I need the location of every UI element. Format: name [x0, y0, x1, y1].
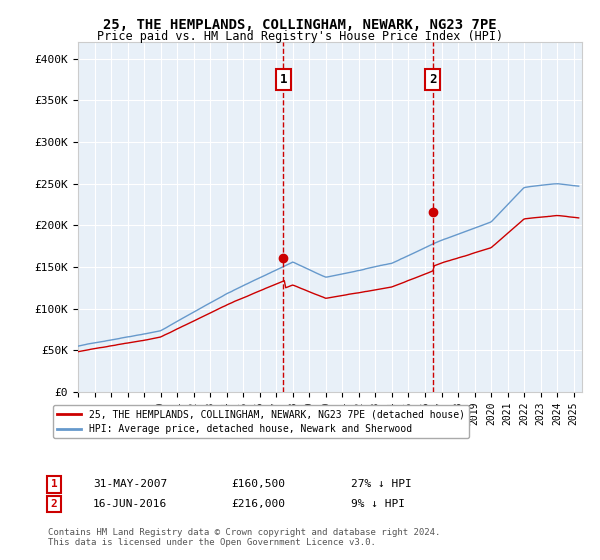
Text: £160,500: £160,500	[231, 479, 285, 489]
Text: 31-MAY-2007: 31-MAY-2007	[93, 479, 167, 489]
Text: 2: 2	[50, 499, 58, 509]
Text: 25, THE HEMPLANDS, COLLINGHAM, NEWARK, NG23 7PE: 25, THE HEMPLANDS, COLLINGHAM, NEWARK, N…	[103, 18, 497, 32]
Text: 27% ↓ HPI: 27% ↓ HPI	[351, 479, 412, 489]
Legend: 25, THE HEMPLANDS, COLLINGHAM, NEWARK, NG23 7PE (detached house), HPI: Average p: 25, THE HEMPLANDS, COLLINGHAM, NEWARK, N…	[53, 405, 469, 438]
Text: Price paid vs. HM Land Registry's House Price Index (HPI): Price paid vs. HM Land Registry's House …	[97, 30, 503, 43]
Text: 9% ↓ HPI: 9% ↓ HPI	[351, 499, 405, 509]
Text: 16-JUN-2016: 16-JUN-2016	[93, 499, 167, 509]
Text: 1: 1	[50, 479, 58, 489]
Text: Contains HM Land Registry data © Crown copyright and database right 2024.
This d: Contains HM Land Registry data © Crown c…	[48, 528, 440, 547]
Text: 2: 2	[429, 73, 436, 86]
Text: £216,000: £216,000	[231, 499, 285, 509]
Text: 1: 1	[280, 73, 287, 86]
